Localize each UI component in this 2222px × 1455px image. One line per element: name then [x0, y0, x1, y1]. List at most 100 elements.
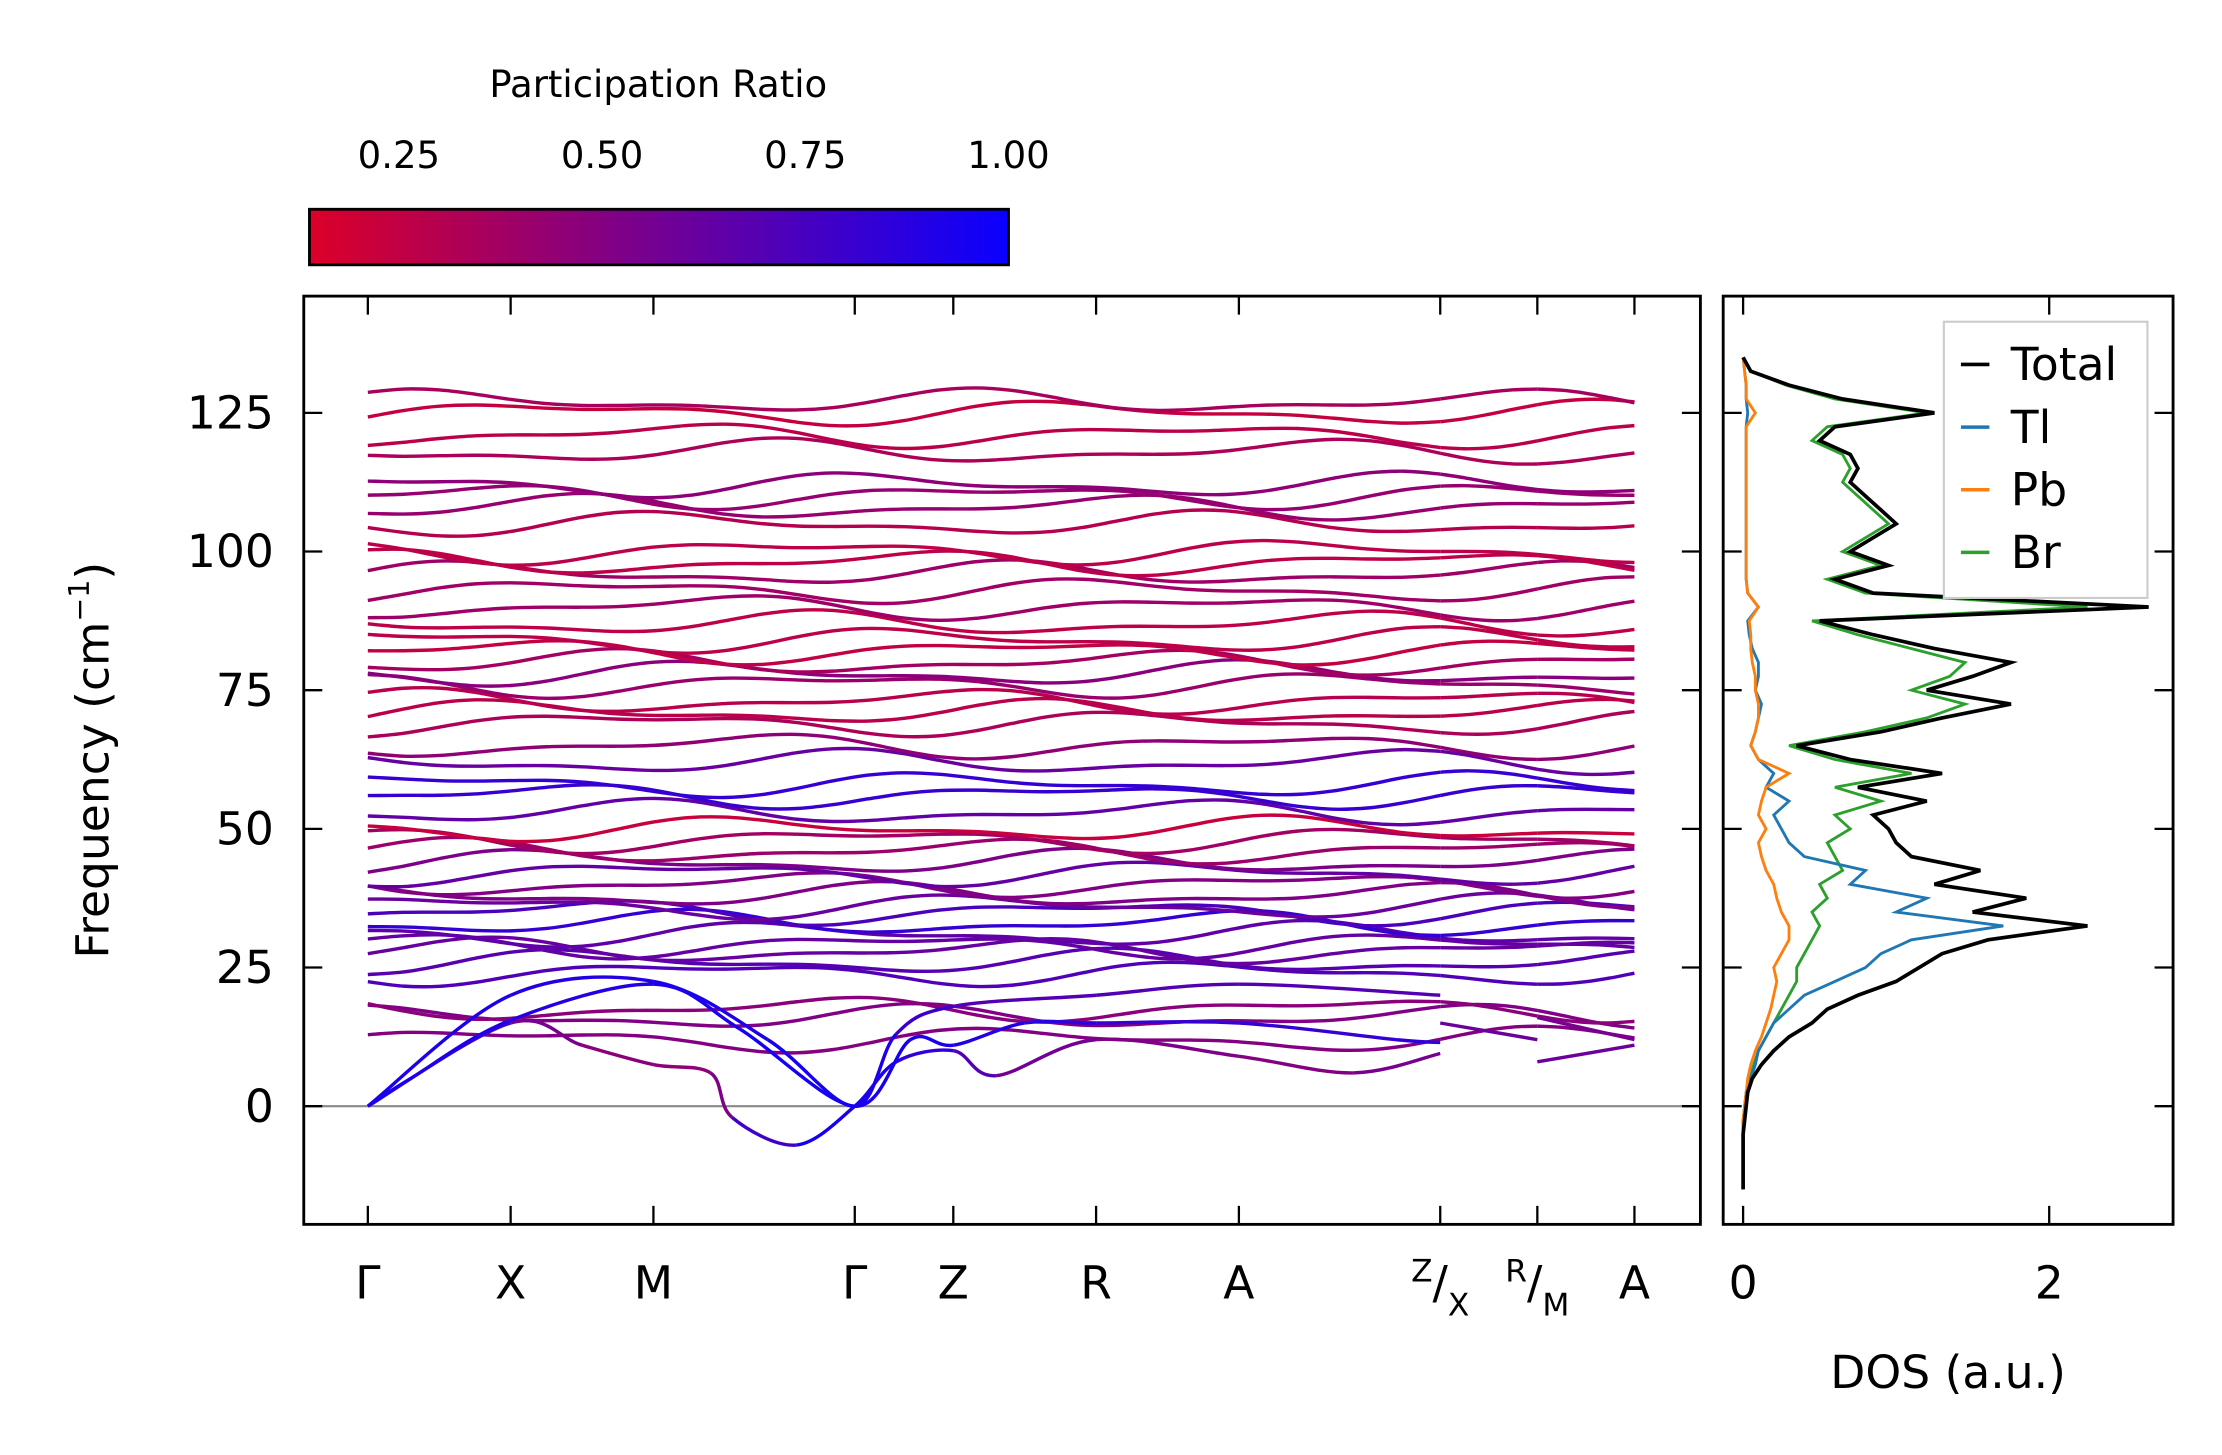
- phonon-band: [1537, 524, 1635, 530]
- colorbar-tick-label: 0.25: [358, 134, 440, 177]
- colorbar-tick-label: 0.50: [561, 134, 643, 177]
- phonon-band: [1440, 936, 1538, 943]
- k-point-label: A: [1619, 1256, 1650, 1309]
- phonon-band: [1537, 776, 1635, 793]
- acoustic-band: [653, 979, 769, 1042]
- phonon-band: [1537, 500, 1635, 506]
- k-point-label: R: [1080, 1256, 1112, 1309]
- phonon-band: [1537, 387, 1635, 405]
- phonon-band: [1440, 402, 1538, 424]
- main-axes-frame: [302, 294, 1702, 1226]
- acoustic-band: [366, 993, 512, 1108]
- dos-x-axis-label: DOS (a.u.): [1830, 1346, 2066, 1399]
- phonon-band: [1440, 858, 1538, 869]
- phonon-band: [367, 436, 1441, 463]
- phonon-band: [1537, 599, 1635, 621]
- phonon-band: [367, 995, 1441, 1024]
- colorbar: Participation Ratio 0.25 0.50 0.75 1.00: [308, 63, 1050, 267]
- phonon-band: [367, 685, 1441, 716]
- phonon-band: [367, 422, 1441, 451]
- phonon-band: [1537, 864, 1635, 885]
- phonon-band: [1440, 483, 1538, 493]
- phonon-band: [1440, 560, 1538, 577]
- dos-x-tick-label: 0: [1729, 1256, 1758, 1309]
- phonon-band: [1439, 783, 1538, 798]
- acoustic-band: [952, 993, 1097, 1009]
- phonon-band: [1440, 938, 1538, 946]
- acoustic-band: [1395, 1037, 1441, 1045]
- phonon-band: [1440, 831, 1538, 838]
- phonon-band: [367, 594, 1441, 623]
- phonon-band: [1537, 942, 1635, 950]
- acoustic-band: [1096, 1020, 1239, 1025]
- k-point-label: Γ: [842, 1256, 868, 1309]
- phonon-band: [1440, 809, 1538, 825]
- phonon-band: [1439, 901, 1538, 921]
- phonon-band: [367, 796, 1441, 827]
- phonon-band: [1537, 949, 1635, 967]
- acoustic-band: [1238, 1021, 1397, 1042]
- phonon-band: [367, 783, 1441, 811]
- acoustic-band: [1439, 1021, 1538, 1042]
- y-tick-label: 25: [216, 941, 274, 994]
- phonon-band: [1439, 745, 1538, 762]
- phonon-band: [367, 827, 1441, 856]
- phonon-band: [1440, 999, 1538, 1018]
- dos-axes-frame: [1721, 294, 2175, 1226]
- phonon-band: [367, 732, 1441, 761]
- phonon-band: [1440, 675, 1538, 683]
- phonon-band: [1537, 552, 1635, 565]
- acoustic-band: [409, 1018, 512, 1080]
- y-tick-label: 0: [245, 1080, 274, 1133]
- acoustic-band: [1238, 1054, 1354, 1075]
- phonon-band: [1537, 784, 1635, 795]
- phonon-band: [367, 624, 1441, 655]
- dos-series-pb: [1741, 357, 1793, 1190]
- phonon-band: [367, 508, 1441, 538]
- phonon-band: [1439, 387, 1538, 401]
- acoustic-band: [1095, 1037, 1240, 1058]
- k-point-label: A: [1223, 1256, 1254, 1309]
- dos-plot: 0 2 DOS (a.u.) Total Tl Pb Br: [1721, 294, 2175, 1399]
- k-point-label: Z/X: [1411, 1253, 1469, 1323]
- acoustic-band: [1095, 982, 1239, 997]
- phonon-band: [1537, 451, 1635, 466]
- phonon-band: [1440, 962, 1538, 969]
- acoustic-band: [730, 1115, 797, 1147]
- phonon-band: [1440, 501, 1538, 510]
- acoustic-band: [581, 1043, 654, 1067]
- phonon-band: [1440, 944, 1538, 950]
- phonon-band: [367, 1026, 1441, 1055]
- phonon-band: [367, 813, 1441, 844]
- phonon-band: [1439, 472, 1538, 492]
- phonon-band: [1439, 657, 1538, 670]
- phonon-band: [367, 386, 1441, 413]
- phonon-band: [1537, 936, 1635, 942]
- phonon-band: [1537, 641, 1635, 652]
- phonon-band: [1537, 767, 1635, 777]
- colorbar-gradient: [308, 207, 1010, 267]
- phonon-band: [1440, 703, 1538, 718]
- phonon-band: [367, 770, 1441, 800]
- phonon-band: [1440, 639, 1538, 647]
- phonon-band: [1537, 638, 1635, 649]
- colorbar-tick-label: 1.00: [967, 134, 1049, 177]
- phonon-band: [1537, 691, 1635, 705]
- band-structure-plot: 0 25 50 75 100 125 Γ X M Γ Z R A Z/X R/M A Frequency (c…: [63, 294, 2174, 1323]
- phonon-band: [367, 710, 1441, 739]
- phonon-band: [1440, 525, 1538, 532]
- legend-label: Tl: [2010, 401, 2051, 454]
- acoustic-band: [854, 1038, 912, 1108]
- dos-x-tick-label: 2: [2035, 1256, 2064, 1309]
- phonon-band: [367, 746, 1441, 773]
- y-tick-label: 75: [216, 664, 274, 717]
- phonon-band: [1536, 575, 1635, 591]
- acoustic-band: [1353, 1051, 1441, 1075]
- acoustic-band: [1536, 1015, 1635, 1042]
- phonon-band: [367, 899, 1441, 928]
- phonon-band: [1440, 549, 1538, 557]
- colorbar-title: Participation Ratio: [489, 63, 827, 106]
- dos-series-total: [1741, 356, 2149, 1190]
- y-tick-label: 100: [187, 525, 274, 578]
